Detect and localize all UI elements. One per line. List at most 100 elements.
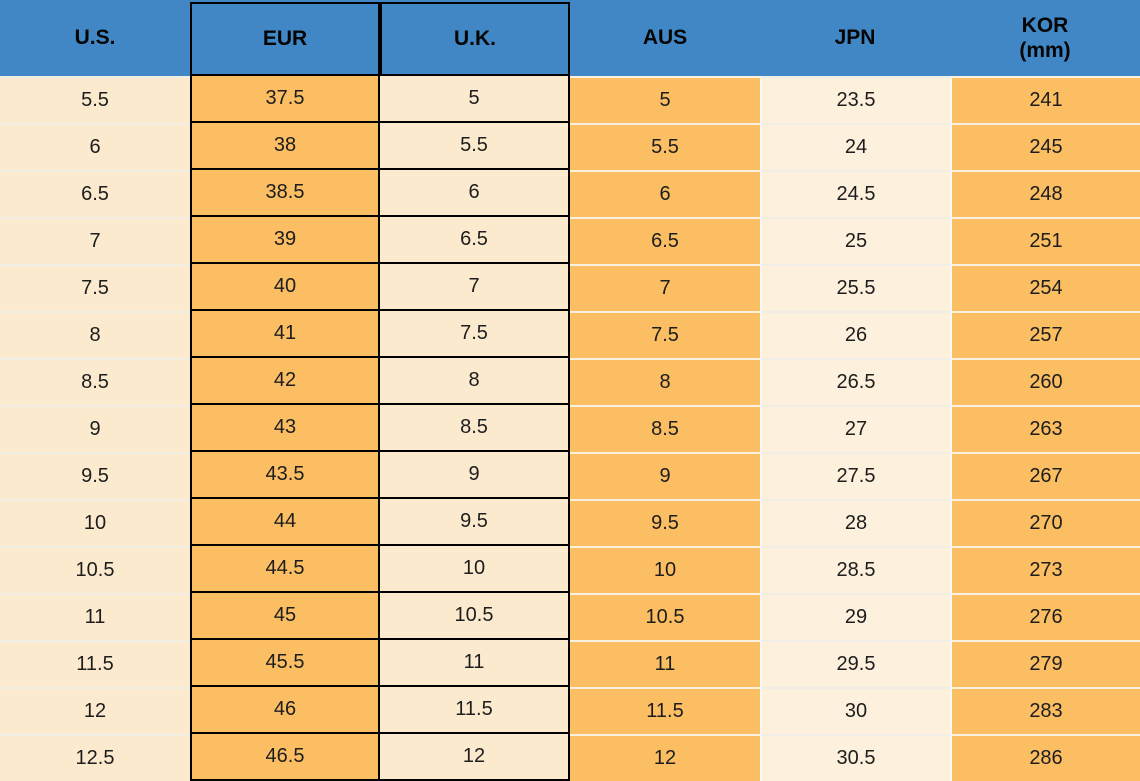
cell-kor: 273 bbox=[950, 546, 1140, 593]
cell-jpn: 24 bbox=[760, 123, 950, 170]
cell-jpn: 26.5 bbox=[760, 358, 950, 405]
cell-uk: 10.5 bbox=[380, 593, 570, 640]
cell-uk: 6 bbox=[380, 170, 570, 217]
cell-kor: 241 bbox=[950, 76, 1140, 123]
cell-uk: 10 bbox=[380, 546, 570, 593]
cell-aus: 11.5 bbox=[570, 687, 760, 734]
cell-aus: 9.5 bbox=[570, 499, 760, 546]
cell-jpn: 25 bbox=[760, 217, 950, 264]
column-header-uk: U.K. bbox=[380, 0, 570, 76]
cell-uk: 9.5 bbox=[380, 499, 570, 546]
column-header-kor-sublabel: (mm) bbox=[1019, 39, 1071, 62]
cell-kor: 279 bbox=[950, 640, 1140, 687]
cell-jpn: 30.5 bbox=[760, 734, 950, 781]
cell-jpn: 27.5 bbox=[760, 452, 950, 499]
cell-jpn: 27 bbox=[760, 405, 950, 452]
cell-eur: 39 bbox=[190, 217, 380, 264]
cell-eur: 45 bbox=[190, 593, 380, 640]
cell-jpn: 23.5 bbox=[760, 76, 950, 123]
cell-eur: 45.5 bbox=[190, 640, 380, 687]
cell-uk: 7 bbox=[380, 264, 570, 311]
cell-us: 7 bbox=[0, 217, 190, 264]
cell-uk: 11 bbox=[380, 640, 570, 687]
cell-kor: 251 bbox=[950, 217, 1140, 264]
cell-eur: 41 bbox=[190, 311, 380, 358]
cell-jpn: 28.5 bbox=[760, 546, 950, 593]
cell-kor: 267 bbox=[950, 452, 1140, 499]
cell-aus: 12 bbox=[570, 734, 760, 781]
column-header-eur-label: EUR bbox=[262, 27, 308, 50]
cell-us: 9.5 bbox=[0, 452, 190, 499]
cell-aus: 7 bbox=[570, 264, 760, 311]
cell-uk: 5 bbox=[380, 76, 570, 123]
cell-kor: 260 bbox=[950, 358, 1140, 405]
cell-uk: 7.5 bbox=[380, 311, 570, 358]
cell-eur: 38.5 bbox=[190, 170, 380, 217]
cell-us: 11 bbox=[0, 593, 190, 640]
column-header-jpn: JPN bbox=[760, 0, 950, 76]
cell-eur: 44.5 bbox=[190, 546, 380, 593]
cell-uk: 9 bbox=[380, 452, 570, 499]
cell-uk: 5.5 bbox=[380, 123, 570, 170]
cell-kor: 270 bbox=[950, 499, 1140, 546]
cell-aus: 6.5 bbox=[570, 217, 760, 264]
column-header-aus: AUS bbox=[570, 0, 760, 76]
cell-eur: 42 bbox=[190, 358, 380, 405]
cell-jpn: 26 bbox=[760, 311, 950, 358]
cell-jpn: 28 bbox=[760, 499, 950, 546]
column-header-us-label: U.S. bbox=[74, 26, 116, 49]
column-header-uk-label: U.K. bbox=[454, 27, 496, 50]
cell-kor: 286 bbox=[950, 734, 1140, 781]
cell-us: 8.5 bbox=[0, 358, 190, 405]
cell-eur: 40 bbox=[190, 264, 380, 311]
cell-aus: 5 bbox=[570, 76, 760, 123]
column-header-kor-label: KOR bbox=[1021, 13, 1069, 37]
cell-us: 8 bbox=[0, 311, 190, 358]
cell-eur: 44 bbox=[190, 499, 380, 546]
column-header-kor-stack: KOR (mm) bbox=[1019, 13, 1070, 63]
cell-us: 6 bbox=[0, 123, 190, 170]
cell-jpn: 30 bbox=[760, 687, 950, 734]
column-header-uk-box: U.K. bbox=[380, 2, 570, 76]
cell-us: 9 bbox=[0, 405, 190, 452]
cell-us: 7.5 bbox=[0, 264, 190, 311]
cell-aus: 10.5 bbox=[570, 593, 760, 640]
cell-jpn: 25.5 bbox=[760, 264, 950, 311]
cell-us: 12.5 bbox=[0, 734, 190, 781]
column-header-eur: EUR bbox=[190, 0, 380, 76]
cell-uk: 6.5 bbox=[380, 217, 570, 264]
cell-kor: 245 bbox=[950, 123, 1140, 170]
cell-eur: 46.5 bbox=[190, 734, 380, 781]
cell-eur: 43.5 bbox=[190, 452, 380, 499]
cell-aus: 9 bbox=[570, 452, 760, 499]
cell-uk: 8 bbox=[380, 358, 570, 405]
cell-uk: 11.5 bbox=[380, 687, 570, 734]
cell-aus: 8 bbox=[570, 358, 760, 405]
cell-eur: 38 bbox=[190, 123, 380, 170]
cell-aus: 8.5 bbox=[570, 405, 760, 452]
cell-eur: 46 bbox=[190, 687, 380, 734]
cell-us: 5.5 bbox=[0, 76, 190, 123]
cell-aus: 7.5 bbox=[570, 311, 760, 358]
cell-aus: 5.5 bbox=[570, 123, 760, 170]
cell-uk: 8.5 bbox=[380, 405, 570, 452]
cell-us: 6.5 bbox=[0, 170, 190, 217]
cell-jpn: 24.5 bbox=[760, 170, 950, 217]
cell-jpn: 29 bbox=[760, 593, 950, 640]
cell-aus: 11 bbox=[570, 640, 760, 687]
cell-aus: 10 bbox=[570, 546, 760, 593]
column-header-kor: KOR (mm) bbox=[950, 0, 1140, 76]
cell-us: 11.5 bbox=[0, 640, 190, 687]
cell-us: 10 bbox=[0, 499, 190, 546]
cell-kor: 276 bbox=[950, 593, 1140, 640]
cell-aus: 6 bbox=[570, 170, 760, 217]
cell-us: 10.5 bbox=[0, 546, 190, 593]
column-header-us: U.S. bbox=[0, 0, 190, 76]
cell-us: 12 bbox=[0, 687, 190, 734]
cell-jpn: 29.5 bbox=[760, 640, 950, 687]
cell-kor: 248 bbox=[950, 170, 1140, 217]
cell-kor: 257 bbox=[950, 311, 1140, 358]
column-header-eur-box: EUR bbox=[190, 2, 380, 76]
cell-eur: 43 bbox=[190, 405, 380, 452]
column-header-aus-label: AUS bbox=[642, 26, 688, 49]
